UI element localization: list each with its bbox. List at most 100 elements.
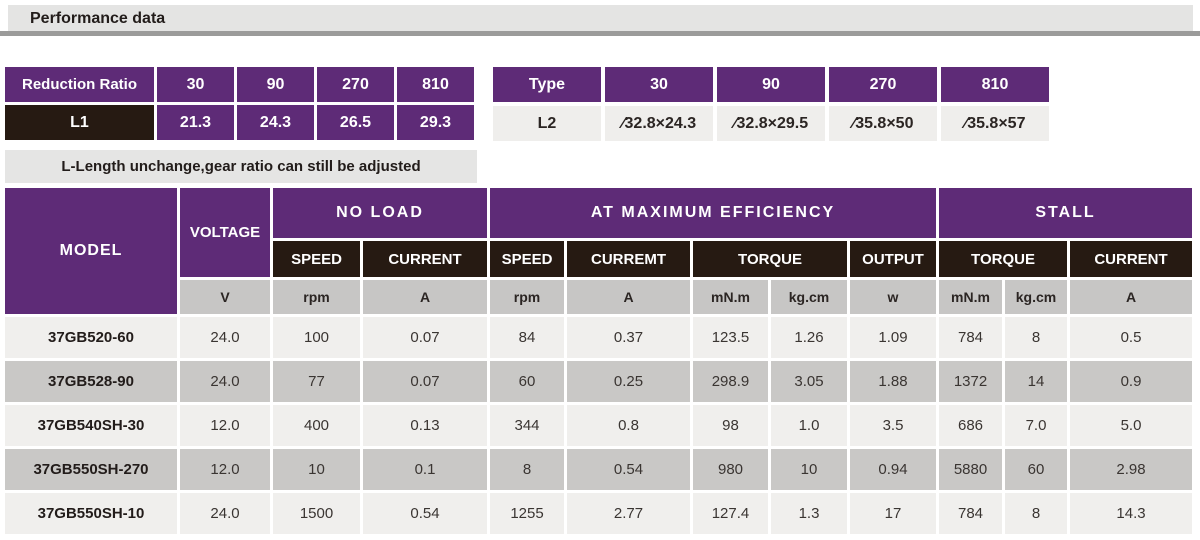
unit-row: V rpm A rpm A mN.m kg.cm w mN.m kg.cm A bbox=[5, 280, 1192, 314]
table-row: 37GB540SH-30 12.0 400 0.13 344 0.8 98 1.… bbox=[5, 405, 1192, 446]
cell-maxeff-speed: 344 bbox=[490, 405, 564, 446]
row-model: 37GB528-90 bbox=[5, 361, 177, 402]
cell-output: 1.88 bbox=[850, 361, 936, 402]
cell-torque-mnm: 98 bbox=[693, 405, 768, 446]
unit-amp: A bbox=[1070, 280, 1192, 314]
length-note: L-Length unchange,gear ratio can still b… bbox=[5, 150, 477, 183]
unit-kgcm: kg.cm bbox=[1005, 280, 1067, 314]
unit-amp: A bbox=[567, 280, 690, 314]
model-header: MODEL bbox=[5, 188, 177, 314]
ratio-value-row: L1 21.3 24.3 26.5 29.3 bbox=[5, 105, 474, 140]
ratio-value: 21.3 bbox=[157, 105, 234, 140]
cell-stall-mnm: 784 bbox=[939, 317, 1002, 358]
cell-torque-kgcm: 1.26 bbox=[771, 317, 847, 358]
unit-rpm: rpm bbox=[273, 280, 360, 314]
cell-stall-mnm: 784 bbox=[939, 493, 1002, 534]
cell-noload-current: 0.13 bbox=[363, 405, 487, 446]
ratio-header-row: Reduction Ratio 30 90 270 810 bbox=[5, 67, 474, 102]
row-model: 37GB520-60 bbox=[5, 317, 177, 358]
ratio-value: 24.3 bbox=[237, 105, 314, 140]
cell-noload-current: 0.54 bbox=[363, 493, 487, 534]
reduction-ratio-table: Reduction Ratio 30 90 270 810 L1 21.3 24… bbox=[2, 64, 477, 143]
cell-torque-kgcm: 1.0 bbox=[771, 405, 847, 446]
ratio-value: 26.5 bbox=[317, 105, 394, 140]
cell-stall-mnm: 5880 bbox=[939, 449, 1002, 490]
type-header-810: 810 bbox=[941, 67, 1049, 102]
cell-noload-current: 0.07 bbox=[363, 317, 487, 358]
unit-kgcm: kg.cm bbox=[771, 280, 847, 314]
subhead-noload-current: CURRENT bbox=[363, 241, 487, 277]
ratio-header-810: 810 bbox=[397, 67, 474, 102]
table-row: 37GB520-60 24.0 100 0.07 84 0.37 123.5 1… bbox=[5, 317, 1192, 358]
row-model: 37GB550SH-10 bbox=[5, 493, 177, 534]
cell-output: 0.94 bbox=[850, 449, 936, 490]
cell-noload-speed: 100 bbox=[273, 317, 360, 358]
type-header-270: 270 bbox=[829, 67, 937, 102]
cell-voltage: 24.0 bbox=[180, 493, 270, 534]
row-model: 37GB550SH-270 bbox=[5, 449, 177, 490]
type-dimension: ∕32.8×24.3 bbox=[605, 106, 713, 141]
cell-stall-mnm: 686 bbox=[939, 405, 1002, 446]
cell-voltage: 12.0 bbox=[180, 405, 270, 446]
unit-mnm: mN.m bbox=[939, 280, 1002, 314]
unit-volt: V bbox=[180, 280, 270, 314]
type-header-row: Type 30 90 270 810 bbox=[493, 67, 1049, 102]
table-row: 37GB550SH-270 12.0 10 0.1 8 0.54 980 10 … bbox=[5, 449, 1192, 490]
subhead-stall-current: CURRENT bbox=[1070, 241, 1192, 277]
cell-noload-speed: 400 bbox=[273, 405, 360, 446]
type-dimension: ∕35.8×50 bbox=[829, 106, 937, 141]
cell-torque-mnm: 127.4 bbox=[693, 493, 768, 534]
cell-stall-kgcm: 14 bbox=[1005, 361, 1067, 402]
type-header-label: Type bbox=[493, 67, 601, 102]
subhead-noload-speed: SPEED bbox=[273, 241, 360, 277]
cell-torque-mnm: 298.9 bbox=[693, 361, 768, 402]
sub-header-row: SPEED CURRENT SPEED CURREMT TORQUE OUTPU… bbox=[5, 241, 1192, 277]
type-header-30: 30 bbox=[605, 67, 713, 102]
cell-stall-current: 5.0 bbox=[1070, 405, 1192, 446]
cell-maxeff-speed: 84 bbox=[490, 317, 564, 358]
cell-maxeff-speed: 60 bbox=[490, 361, 564, 402]
group-stall: STALL bbox=[939, 188, 1192, 238]
cell-voltage: 12.0 bbox=[180, 449, 270, 490]
type-dimension: ∕35.8×57 bbox=[941, 106, 1049, 141]
cell-torque-mnm: 980 bbox=[693, 449, 768, 490]
cell-maxeff-current: 0.54 bbox=[567, 449, 690, 490]
table-row: 37GB528-90 24.0 77 0.07 60 0.25 298.9 3.… bbox=[5, 361, 1192, 402]
unit-amp: A bbox=[363, 280, 487, 314]
cell-maxeff-current: 2.77 bbox=[567, 493, 690, 534]
cell-noload-speed: 10 bbox=[273, 449, 360, 490]
section-title-underline bbox=[0, 31, 1200, 36]
cell-torque-kgcm: 1.3 bbox=[771, 493, 847, 534]
cell-maxeff-speed: 1255 bbox=[490, 493, 564, 534]
cell-maxeff-speed: 8 bbox=[490, 449, 564, 490]
ratio-row-label-l1: L1 bbox=[5, 105, 154, 140]
cell-voltage: 24.0 bbox=[180, 317, 270, 358]
cell-maxeff-current: 0.8 bbox=[567, 405, 690, 446]
cell-noload-speed: 1500 bbox=[273, 493, 360, 534]
ratio-header-30: 30 bbox=[157, 67, 234, 102]
type-value-row: L2 ∕32.8×24.3 ∕32.8×29.5 ∕35.8×50 ∕35.8×… bbox=[493, 106, 1049, 141]
cell-output: 3.5 bbox=[850, 405, 936, 446]
subhead-maxeff-torque: TORQUE bbox=[693, 241, 847, 277]
ratio-header-90: 90 bbox=[237, 67, 314, 102]
type-dimension: ∕32.8×29.5 bbox=[717, 106, 825, 141]
section-title-bar: Performance data bbox=[8, 5, 1193, 32]
group-header-row: MODEL VOLTAGE NO LOAD AT MAXIMUM EFFICIE… bbox=[5, 188, 1192, 314]
group-no-load: NO LOAD bbox=[273, 188, 487, 238]
cell-stall-current: 0.5 bbox=[1070, 317, 1192, 358]
subhead-maxeff-current: CURREMT bbox=[567, 241, 690, 277]
cell-noload-current: 0.07 bbox=[363, 361, 487, 402]
cell-torque-mnm: 123.5 bbox=[693, 317, 768, 358]
ratio-value: 29.3 bbox=[397, 105, 474, 140]
cell-stall-current: 2.98 bbox=[1070, 449, 1192, 490]
subhead-stall-torque: TORQUE bbox=[939, 241, 1067, 277]
cell-stall-mnm: 1372 bbox=[939, 361, 1002, 402]
cell-noload-current: 0.1 bbox=[363, 449, 487, 490]
unit-watt: w bbox=[850, 280, 936, 314]
cell-stall-current: 0.9 bbox=[1070, 361, 1192, 402]
type-dimensions-table: Type 30 90 270 810 L2 ∕32.8×24.3 ∕32.8×2… bbox=[489, 63, 1053, 145]
cell-stall-kgcm: 60 bbox=[1005, 449, 1067, 490]
table-row: 37GB550SH-10 24.0 1500 0.54 1255 2.77 12… bbox=[5, 493, 1192, 534]
ratio-header-270: 270 bbox=[317, 67, 394, 102]
